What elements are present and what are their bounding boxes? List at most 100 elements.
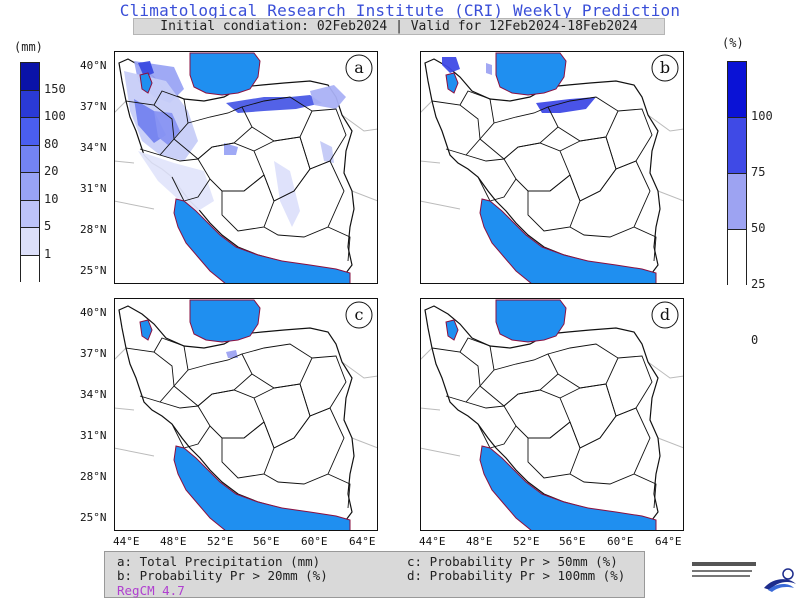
precip-area (224, 143, 238, 155)
persian-gulf (479, 198, 657, 284)
province-border (263, 407, 345, 485)
caspian-sea (189, 299, 261, 343)
neighbour-border (114, 100, 378, 210)
lake-urmia (445, 72, 459, 94)
colorbar-tick-label: 1 (44, 246, 52, 261)
province-border (569, 407, 651, 485)
cb-left-segment (21, 118, 39, 146)
latitude-tick-label: 28°N (80, 223, 107, 236)
cb-left-segment (21, 63, 39, 91)
province-border (153, 90, 189, 140)
neighbour-border (114, 347, 378, 457)
province-border (197, 389, 265, 439)
caspian-sea (495, 299, 567, 343)
caspian-sea (189, 52, 261, 96)
longitude-tick-label: 56°E (253, 535, 280, 548)
cb-right-segment (728, 230, 746, 286)
latitude-tick-label: 40°N (80, 59, 107, 72)
caspian-sea (495, 52, 567, 96)
map-panel-b-svg: b (420, 51, 684, 284)
legend-b: b: Probability Pr > 20mm (%) (117, 568, 328, 583)
longitude-tick-label: 52°E (513, 535, 540, 548)
longitude-tick-label: 60°E (301, 535, 328, 548)
latitude-tick-label: 25°N (80, 264, 107, 277)
latitude-tick-label: 31°N (80, 182, 107, 195)
longitude-tick-label: 64°E (655, 535, 682, 548)
latitude-tick-label: 28°N (80, 470, 107, 483)
iran-land (424, 305, 661, 521)
province-border (633, 226, 657, 262)
province-border (125, 347, 175, 403)
persian-gulf (173, 198, 351, 284)
panel-letter-badge: a (345, 54, 373, 82)
latitude-tick-label: 37°N (80, 347, 107, 360)
institute-logo-icon (692, 562, 796, 592)
province-border (459, 337, 495, 387)
cb-left-segment (21, 173, 39, 201)
colorbar-tick-label: 5 (44, 219, 52, 233)
cb-left-segment (21, 255, 39, 283)
cb-left-segment (21, 228, 39, 256)
map-panel-c: c (114, 298, 378, 531)
province-border (125, 100, 175, 156)
colorbar-tick-label: 75 (751, 165, 766, 179)
persian-gulf (479, 445, 657, 531)
map-subtitle: Initial condiation: 02Feb2024 | Valid fo… (133, 18, 665, 35)
precip-area (226, 95, 322, 113)
panel-letter: b (660, 58, 670, 77)
map-panel-a-svg: a (114, 51, 378, 284)
colorbar-tick-label: 20 (44, 164, 59, 178)
province-border (633, 473, 657, 509)
colorbar-left (20, 62, 40, 283)
cb-left-segment (21, 90, 39, 118)
latitude-tick-label: 34°N (80, 388, 107, 401)
province-border (459, 90, 495, 140)
cb-right-segment (728, 118, 746, 174)
legend-c: c: Probability Pr > 50mm (%) (407, 554, 618, 569)
panel-letter-badge: c (345, 301, 373, 329)
longitude-tick-label: 44°E (113, 535, 140, 548)
precip-area (320, 141, 334, 163)
map-title: Climatological Research Institute (CRI) … (119, 1, 681, 20)
legend-d: d: Probability Pr > 100mm (%) (407, 568, 626, 583)
province-border (263, 160, 345, 238)
colorbar-tick-label: 10 (44, 191, 59, 206)
precip-area (310, 85, 346, 109)
province-border (569, 160, 651, 238)
precip-area (226, 350, 238, 358)
colorbar-tick-label: 0 (751, 333, 759, 347)
precip-area (536, 97, 596, 113)
model-label: RegCM 4.7 (117, 583, 185, 598)
legend-a: a: Total Precipitation (mm) (117, 554, 321, 569)
colorbar-tick-label: 100 (44, 109, 66, 123)
longitude-tick-label: 56°E (559, 535, 586, 548)
province-border (503, 142, 571, 192)
province-border (153, 337, 189, 387)
colorbar-right-unit: (%) (722, 36, 744, 50)
lake-urmia (445, 319, 459, 341)
longitude-tick-label: 64°E (349, 535, 376, 548)
precip-area (486, 63, 492, 75)
neighbour-border (420, 347, 684, 457)
colorbar-tick-label: 50 (751, 221, 766, 235)
cb-right-segment (728, 174, 746, 230)
colorbar-left-unit: (mm) (14, 40, 43, 54)
cb-left-segment (21, 145, 39, 173)
colorbar-right (727, 61, 747, 286)
latitude-tick-label: 25°N (80, 511, 107, 524)
latitude-tick-label: 40°N (80, 306, 107, 319)
longitude-tick-label: 48°E (160, 535, 187, 548)
iran-land (118, 305, 355, 521)
province-border (503, 389, 571, 439)
cb-left-segment (21, 200, 39, 228)
panel-letter: c (355, 305, 364, 324)
panel-letter-badge: b (651, 54, 679, 82)
province-border (197, 142, 265, 192)
colorbar-tick-label: 100 (751, 109, 773, 123)
lake-urmia (139, 72, 153, 94)
map-panel-c-svg: c (114, 298, 378, 531)
map-panel-d-svg: d (420, 298, 684, 531)
neighbour-border (420, 100, 684, 210)
panel-legend: a: Total Precipitation (mm) b: Probabili… (104, 551, 645, 598)
precip-area (138, 151, 214, 211)
